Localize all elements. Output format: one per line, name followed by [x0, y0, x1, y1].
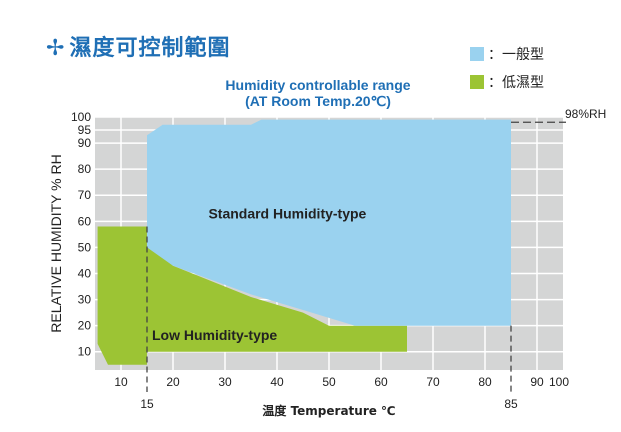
legend-item-low: ：低濕型	[470, 72, 544, 92]
x-tick-label: 90	[530, 375, 544, 389]
y-tick-label: 90	[78, 136, 92, 150]
y-tick-label: 100	[71, 110, 91, 124]
standard-humidity-area	[147, 119, 511, 326]
x-tick-label: 40	[270, 375, 284, 389]
marker-label-98rh: 98%RH	[565, 107, 606, 121]
x-tick-label: 70	[426, 375, 440, 389]
y-tick-label: 60	[78, 214, 92, 228]
page-title: ✢ 濕度可控制範圍	[46, 30, 230, 62]
marker-label-15: 15	[140, 397, 154, 411]
y-tick-label: 40	[78, 266, 92, 280]
x-tick-label: 10	[114, 375, 128, 389]
x-tick-label: 60	[374, 375, 388, 389]
legend-label-low: ：低濕型	[488, 75, 544, 91]
y-tick-label: 30	[78, 293, 92, 307]
page-title-text: 濕度可控制範圍	[69, 36, 231, 61]
x-tick-label: 80	[478, 375, 492, 389]
x-tick-label: 20	[166, 375, 180, 389]
y-tick-label: 80	[78, 162, 92, 176]
legend-item-standard: ：一般型	[470, 44, 544, 64]
y-tick-label: 70	[78, 188, 92, 202]
y-tick-label: 50	[78, 240, 92, 254]
x-axis-label: 温度 Temperature ℃	[262, 403, 395, 418]
star-icon: ✢	[46, 36, 66, 61]
x-tick-label: 30	[218, 375, 232, 389]
chart-subtitle: (AT Room Temp.20℃)	[245, 93, 391, 109]
series-label-low: Low Humidity-type	[152, 327, 277, 343]
y-tick-label: 10	[78, 345, 92, 359]
low-humidity-area	[97, 226, 407, 365]
y-tick-label: 20	[78, 319, 92, 333]
legend-label-standard: ：一般型	[488, 47, 544, 63]
y-axis-label: RELATIVE HUMIDITY % RH	[48, 154, 64, 332]
series-label-standard: Standard Humidity-type	[208, 206, 366, 222]
marker-label-85: 85	[504, 397, 518, 411]
legend-swatch-standard	[470, 47, 484, 61]
chart-title: Humidity controllable range	[225, 77, 410, 93]
y-tick-label: 95	[78, 123, 92, 137]
x-tick-label: 100	[549, 375, 569, 389]
legend-swatch-low	[470, 75, 484, 89]
x-tick-label: 50	[322, 375, 336, 389]
